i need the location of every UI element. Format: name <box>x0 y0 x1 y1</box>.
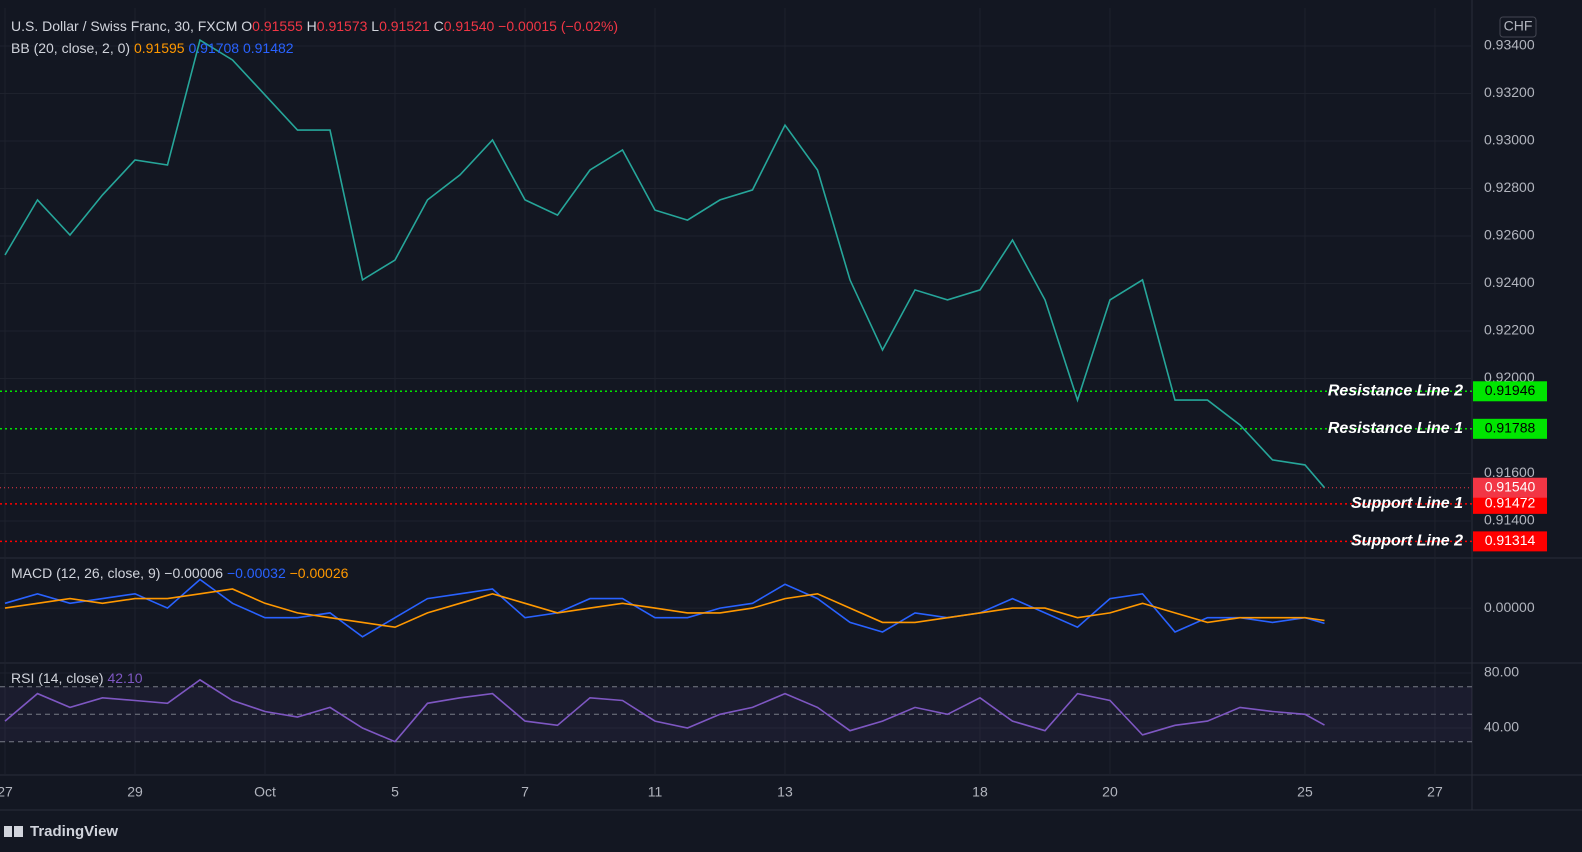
indicator-title: BB (20, close, 2, 0) 0.91595 0.91708 0.9… <box>11 40 294 56</box>
y-tick-label: 0.93000 <box>1484 132 1535 148</box>
legend-text: O <box>237 18 252 34</box>
y-tick-label: 0.92000 <box>1484 369 1535 385</box>
level-name: Support Line 2 <box>1351 533 1463 550</box>
level-box <box>1473 531 1547 552</box>
legend-text: −0.00006 <box>160 565 223 581</box>
legend-text: BB (20, close, 2, 0) <box>11 40 130 56</box>
level-value: 0.91314 <box>1485 532 1536 548</box>
branding: TradingView <box>30 823 118 840</box>
level-value: 0.91472 <box>1485 495 1536 511</box>
x-tick-label: 7 <box>521 784 529 800</box>
x-tick-label: 27 <box>1427 784 1443 800</box>
y-tick-label: 0.92200 <box>1484 322 1535 338</box>
panel-title: U.S. Dollar / Swiss Franc, 30, FXCM O0.9… <box>11 18 618 34</box>
legend-text: −0.00015 (−0.02%) <box>494 18 618 34</box>
plot <box>0 38 1472 743</box>
legend-text: H <box>303 18 317 34</box>
legend-value: 0.91555 <box>252 18 303 34</box>
y-tick-label: 0.92800 <box>1484 179 1535 195</box>
x-tick-label: 13 <box>777 784 793 800</box>
legend-text: C <box>430 18 444 34</box>
y-tick-label: 40.00 <box>1484 719 1519 735</box>
x-tick-label: 11 <box>648 784 663 800</box>
legend-text: MACD (12, 26, close, 9) <box>11 565 160 581</box>
x-tick-label: 29 <box>127 784 143 800</box>
legend-text: U.S. Dollar / Swiss Franc, 30, FXCM <box>11 18 237 34</box>
y-tick-label: 0.00000 <box>1484 599 1535 615</box>
x-tick-label: 18 <box>972 784 988 800</box>
legend-text: 42.10 <box>104 670 143 686</box>
last-price: 0.91540 <box>1485 478 1536 494</box>
logo <box>4 826 23 837</box>
x-tick-label: 20 <box>1102 784 1118 800</box>
labels: 27 29 Oct 5 7 11 13 18 20 25 27 0.93400 0.93200 0.930… <box>0 18 1547 800</box>
legend-text: −0.00032 <box>223 565 286 581</box>
series-line <box>4 38 1326 489</box>
panel-title: MACD (12, 26, close, 9) −0.00006 −0.0003… <box>11 565 349 581</box>
legend-value: 0.91521 <box>379 18 430 34</box>
level-box <box>1473 493 1547 514</box>
legend-value: 0.91540 <box>444 18 495 34</box>
level-value: 0.91788 <box>1485 420 1536 436</box>
legend-text: −0.00026 <box>286 565 349 581</box>
last-price-box <box>1473 477 1547 498</box>
legend-text: L <box>367 18 379 34</box>
level-value: 0.91946 <box>1485 382 1536 398</box>
legend-value: 0.91573 <box>317 18 368 34</box>
series-line <box>4 578 1325 638</box>
level-name: Resistance Line 2 <box>1328 383 1463 400</box>
grid <box>0 8 1472 775</box>
x-tick-label: 5 <box>391 784 399 800</box>
level-box <box>1473 381 1547 402</box>
series-line <box>4 588 1325 629</box>
panel-title: RSI (14, close) 42.10 <box>11 670 143 686</box>
y-tick-label: 0.93200 <box>1484 84 1535 100</box>
legend-value: 0.91482 <box>239 40 294 56</box>
x-tick-label: Oct <box>254 784 276 800</box>
x-tick-label: 27 <box>0 784 13 800</box>
y-tick-label: 0.91400 <box>1484 512 1535 528</box>
level-name: Support Line 1 <box>1351 495 1463 512</box>
legend-text: RSI (14, close) <box>11 670 104 686</box>
y-tick-label: 0.93400 <box>1484 37 1535 53</box>
currency: CHF <box>1504 18 1533 34</box>
legend-value: 0.91708 <box>185 40 240 56</box>
y-tick-label: 0.91600 <box>1484 464 1535 480</box>
x-tick-label: 25 <box>1297 784 1313 800</box>
legend-value: 0.91595 <box>130 40 185 56</box>
currency-box <box>1499 16 1537 38</box>
level-name: Resistance Line 1 <box>1328 420 1463 437</box>
level-box <box>1473 418 1547 439</box>
series-line <box>4 678 1325 743</box>
y-tick-label: 0.92400 <box>1484 274 1535 290</box>
y-tick-label: 80.00 <box>1484 664 1519 680</box>
y-tick-label: 0.92600 <box>1484 227 1535 243</box>
